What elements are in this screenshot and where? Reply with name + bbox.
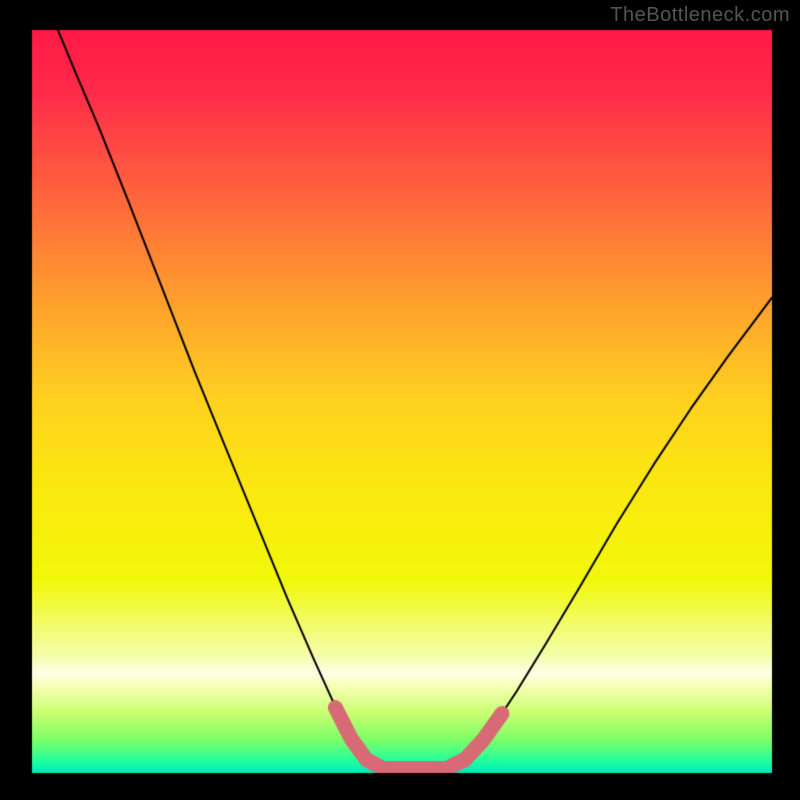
- watermark-label: TheBottleneck.com: [610, 4, 790, 27]
- bottleneck-chart: [0, 0, 800, 800]
